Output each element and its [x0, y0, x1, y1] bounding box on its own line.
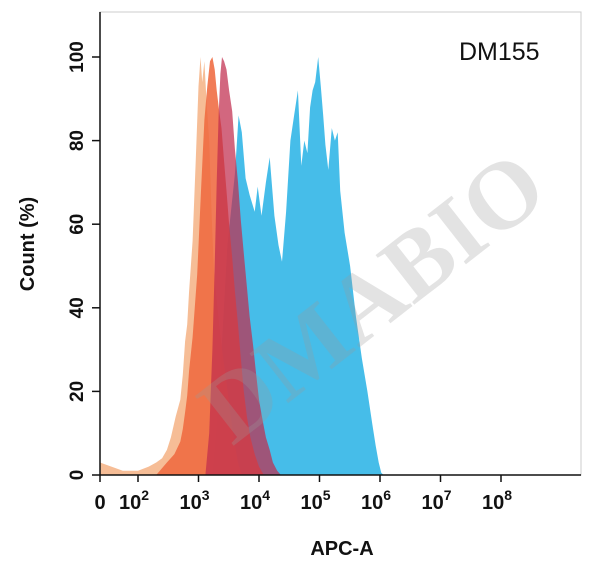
- y-axis-label: Count (%): [17, 197, 39, 291]
- x-tick-label: 105: [300, 487, 330, 514]
- x-tick-label: 104: [240, 487, 270, 514]
- x-axis-label: APC-A: [310, 538, 373, 560]
- y-tick-label: 20: [67, 381, 88, 402]
- series-4-area: [205, 57, 281, 475]
- y-tick-label: 80: [67, 130, 88, 151]
- x-tick-label: 0: [94, 492, 105, 514]
- chart-title: DM155: [459, 38, 540, 66]
- y-tick-label: 100: [67, 41, 88, 73]
- x-tick-label: 108: [482, 487, 512, 514]
- x-tick-label: 106: [361, 487, 391, 514]
- series-layer: [100, 57, 384, 475]
- y-tick-label: 40: [67, 297, 88, 318]
- tick-layer: 0 20 40 60 80 100 0 102 103 104 105 106 107 108: [67, 41, 512, 514]
- y-tick-label: 0: [67, 470, 88, 481]
- x-tick-label: 107: [421, 487, 451, 514]
- x-tick-label: 102: [119, 487, 149, 514]
- y-tick-label: 60: [67, 214, 88, 235]
- x-tick-label: 103: [179, 487, 209, 514]
